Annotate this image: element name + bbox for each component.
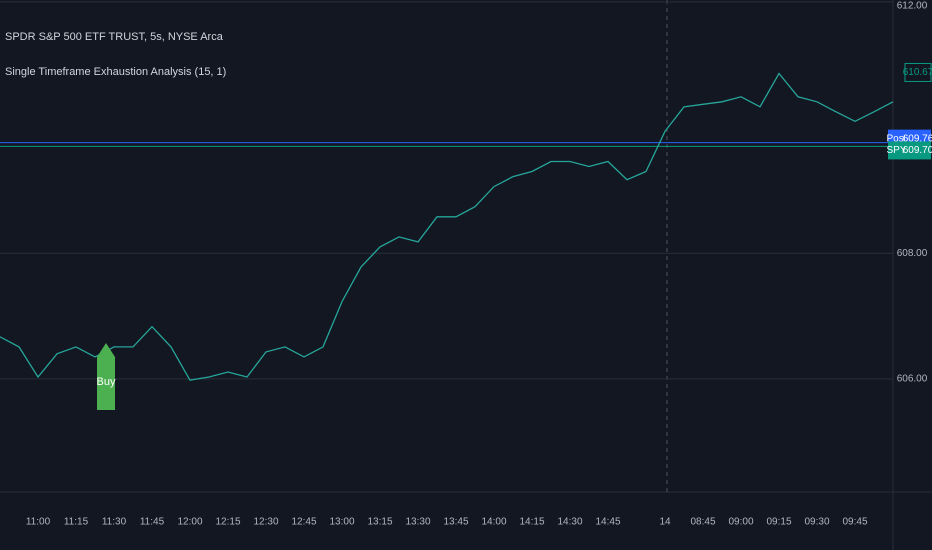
x-tick-label: 13:30: [405, 517, 430, 528]
buy-marker: [97, 343, 115, 410]
high-price-label: 610.67: [903, 67, 932, 78]
indicator-title: Single Timeframe Exhaustion Analysis (15…: [5, 66, 226, 78]
x-tick-label: 11:45: [140, 517, 165, 528]
x-tick-label: 12:45: [291, 517, 316, 528]
x-tick-label: 09:30: [804, 517, 829, 528]
high-price-box: [904, 62, 932, 82]
y-tick-label: 606.00: [897, 374, 928, 385]
x-tick-label: 09:15: [766, 517, 791, 528]
x-tick-label: 13:45: [443, 517, 468, 528]
x-tick-label: 13:00: [329, 517, 354, 528]
x-tick-label: 11:00: [26, 517, 51, 528]
x-tick-label: 08:45: [690, 517, 715, 528]
x-tick-label: 09:00: [728, 517, 753, 528]
buy-label: Buy: [97, 376, 116, 388]
x-tick-label: 12:00: [177, 517, 202, 528]
x-tick-label: 12:30: [253, 517, 278, 528]
price-tag-name: SPY: [886, 145, 906, 156]
chart-title: SPDR S&P 500 ETF TRUST, 5s, NYSE Arca: [5, 31, 224, 43]
price-tag-box: [905, 141, 931, 160]
x-tick-label: 14:45: [595, 517, 620, 528]
x-tick-label: 11:15: [64, 517, 89, 528]
plot-area: [0, 1, 894, 381]
price-tag-value: 609.76: [903, 133, 932, 144]
price-tag-value: 609.70: [903, 145, 932, 156]
x-tick-label: 13:15: [367, 517, 392, 528]
buy-annotation: Buy: [97, 343, 116, 410]
x-tick-label: 12:15: [215, 517, 240, 528]
x-tick-label: 14:30: [557, 517, 582, 528]
x-tick-label: 09:45: [842, 517, 867, 528]
x-tick-label: 14:15: [519, 517, 544, 528]
price-tag-name: Post: [886, 133, 906, 144]
price-line-series: [0, 72, 894, 381]
x-tick-label: 11:30: [102, 517, 127, 528]
price-tag-name-box: [888, 141, 905, 160]
x-tick-label: 14:00: [481, 517, 506, 528]
y-tick-label: 608.00: [897, 248, 928, 259]
y-tick-label: 612.00: [897, 1, 928, 12]
x-tick-label: 14: [659, 517, 671, 528]
